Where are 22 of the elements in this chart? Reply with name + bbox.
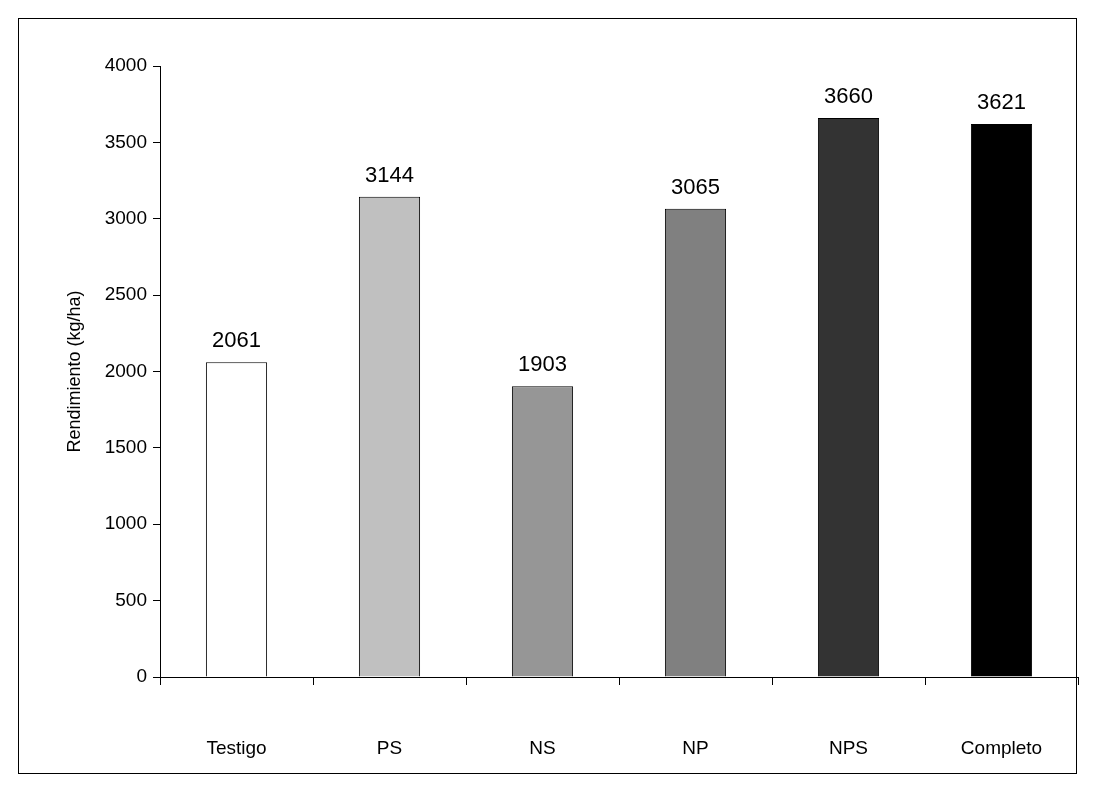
y-tick-label: 1500 <box>104 436 147 458</box>
data-label: 3621 <box>977 88 1026 114</box>
data-label: 3660 <box>824 83 873 108</box>
data-label: 2061 <box>212 327 261 353</box>
y-tick-label: 2000 <box>104 359 147 381</box>
x-tick-label: Completo <box>960 736 1043 758</box>
x-tick-label: NPS <box>828 736 869 758</box>
y-tick-label: 1000 <box>104 512 147 534</box>
y-tick-label: 3500 <box>104 130 147 152</box>
y-axis-title: Rendimiento (kg/ha) <box>63 290 84 453</box>
y-tick-label: 500 <box>115 588 147 610</box>
y-tick-label: 0 <box>136 665 147 687</box>
x-tick-label: PS <box>376 736 403 758</box>
x-tick-label: NS <box>529 736 556 758</box>
data-label: 3065 <box>671 173 720 199</box>
data-label: 3144 <box>365 161 414 187</box>
x-tick-label: NP <box>682 736 709 758</box>
y-tick-label: 3000 <box>104 206 147 228</box>
y-tick-label: 4000 <box>104 54 147 76</box>
x-tick-label: Testigo <box>206 736 267 758</box>
y-tick-label: 2500 <box>104 283 147 305</box>
data-label: 1903 <box>518 351 567 377</box>
